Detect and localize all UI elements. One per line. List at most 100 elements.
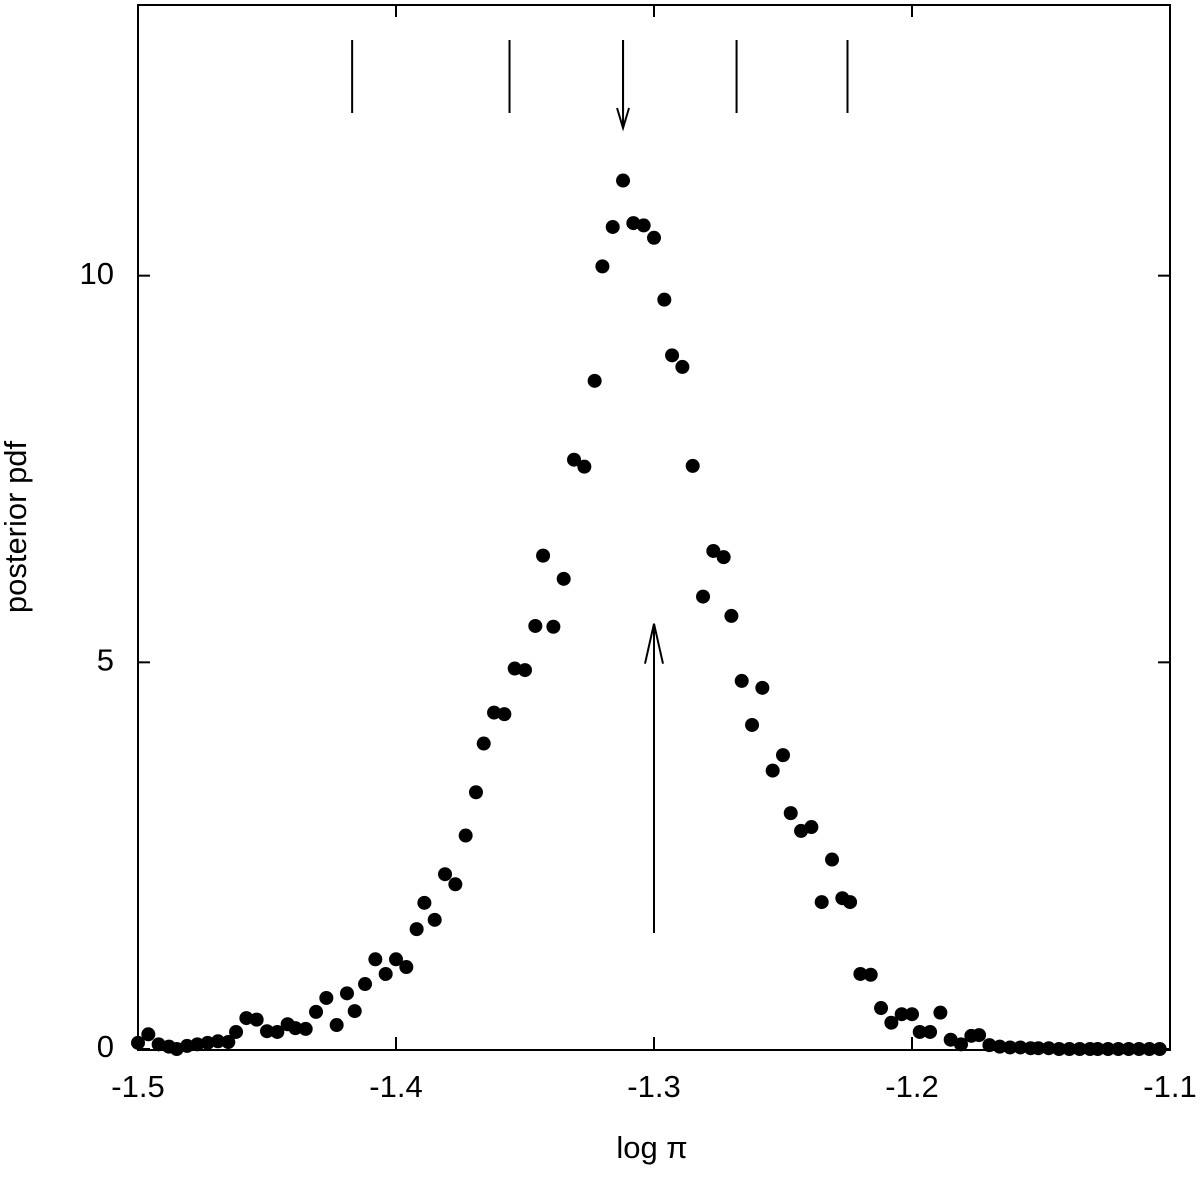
data-point [657,292,672,307]
data-point [972,1028,987,1043]
data-point [894,1007,909,1022]
data-point [1013,1040,1028,1055]
data-point [518,663,532,678]
mode-arrow [616,40,630,132]
data-point [368,952,383,967]
data-point [476,736,491,751]
data-point [458,828,473,843]
x-tick-label: -1.2 [885,1069,938,1104]
data-point [556,571,571,586]
y-tick-label: 0 [97,1029,114,1064]
data-point [685,458,700,473]
data-point [853,966,868,981]
data-point [783,806,798,821]
data-point [863,967,878,982]
data-point [200,1035,215,1050]
data-point [1072,1042,1087,1056]
y-axis-label: posterior pdf [0,440,33,613]
data-point [1111,1042,1126,1056]
data-point [1003,1040,1018,1055]
data-point [239,1011,254,1026]
data-point [616,173,631,188]
x-tick-label: -1.3 [627,1069,680,1104]
data-point [843,895,858,910]
data-point [954,1037,969,1052]
data-point [1132,1042,1147,1056]
data-point [874,1001,889,1016]
data-point [536,548,551,563]
data-point [389,952,403,967]
data-point [587,373,602,388]
data-point [605,219,620,234]
data-point [696,589,711,604]
data-point [665,348,680,363]
data-point [339,986,354,1001]
data-point [329,1018,344,1033]
data-point [298,1021,313,1036]
data-point [825,852,840,867]
data-point [1041,1041,1056,1056]
data-point [378,966,393,981]
data-point [724,608,739,623]
data-point [577,459,592,474]
data-point [595,259,610,274]
data-point [448,877,463,892]
data-point [765,763,780,778]
x-tick-label: -1.4 [369,1069,422,1104]
data-point [528,618,543,633]
data-point [417,895,432,910]
data-point [399,960,414,975]
data-point [1090,1042,1105,1056]
data-point [438,867,453,882]
data-point [776,748,790,763]
data-point [1062,1042,1077,1056]
data-point [912,1024,927,1039]
data-point [716,550,731,565]
data-point [546,619,561,634]
data-point [487,705,502,720]
data-point [706,543,721,558]
data-point [1121,1042,1136,1056]
data-point [131,1035,145,1050]
data-point [229,1024,244,1039]
data-point [636,218,651,233]
data-point [982,1038,997,1053]
data-point [497,707,512,722]
y-tick-label: 10 [80,256,114,291]
data-point [347,1004,362,1019]
data-point [1152,1042,1167,1056]
y-tick-label: 5 [97,643,114,678]
data-point [734,673,749,688]
data-point [221,1035,236,1050]
data-point [288,1021,303,1036]
data-point [933,1005,948,1020]
data-point [1101,1042,1116,1056]
data-point [507,661,522,676]
data-point [992,1039,1007,1054]
estimate-arrow [644,623,664,933]
data-point [180,1038,195,1053]
x-tick-label: -1.1 [1143,1069,1196,1104]
data-point [755,680,770,695]
data-point [210,1034,225,1049]
data-point [905,1007,919,1022]
data-point [804,820,819,835]
data-point [745,717,760,732]
data-point [1031,1041,1046,1056]
data-point [270,1024,285,1039]
data-point [884,1015,899,1030]
data-point [675,359,690,374]
x-tick-label: -1.5 [111,1069,164,1104]
data-point [647,230,661,245]
data-point [358,977,373,992]
data-point [814,895,829,910]
x-axis-label: log π [616,1130,687,1165]
data-point [409,922,424,937]
data-point [309,1004,324,1019]
data-point [190,1037,205,1052]
data-point [567,452,582,467]
data-point [468,785,483,800]
data-point [249,1012,264,1027]
